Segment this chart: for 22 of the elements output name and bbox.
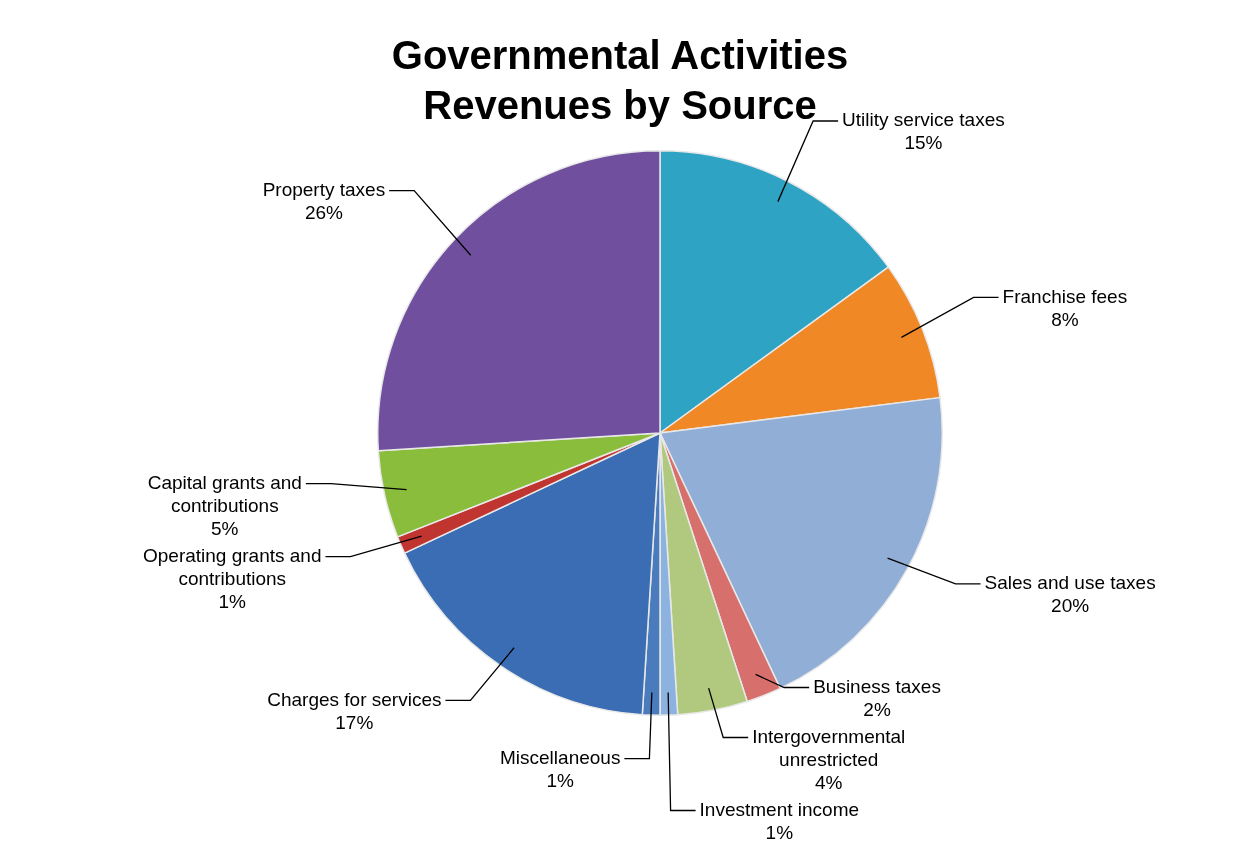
slice-label: Charges for services bbox=[267, 688, 442, 710]
data-label: 15% bbox=[904, 132, 943, 154]
data-label: 4% bbox=[815, 771, 843, 793]
slice-label: Operating grants and contributions bbox=[142, 544, 322, 589]
data-label: 2% bbox=[863, 698, 891, 720]
slice-label: Investment income bbox=[699, 798, 860, 820]
slice-label: Intergovernmental unrestricted bbox=[752, 725, 906, 770]
data-label: 1% bbox=[218, 590, 247, 612]
data-label: 1% bbox=[546, 769, 575, 791]
slice-label: Capital grants and contributions bbox=[147, 471, 302, 516]
data-label: 20% bbox=[1051, 595, 1090, 617]
slice-label: Sales and use taxes bbox=[984, 572, 1156, 594]
data-label: 8% bbox=[1051, 308, 1079, 330]
slice-label: Utility service taxes bbox=[842, 109, 1005, 131]
data-label: 26% bbox=[304, 201, 344, 223]
slice-label: Business taxes bbox=[813, 675, 941, 697]
slice-label: Miscellaneous bbox=[500, 746, 621, 768]
data-label: 1% bbox=[765, 821, 794, 843]
slice-label: Franchise fees bbox=[1002, 285, 1128, 307]
data-label: 17% bbox=[335, 711, 374, 733]
data-label: 5% bbox=[211, 517, 239, 539]
slice-label: Property taxes bbox=[262, 178, 386, 200]
